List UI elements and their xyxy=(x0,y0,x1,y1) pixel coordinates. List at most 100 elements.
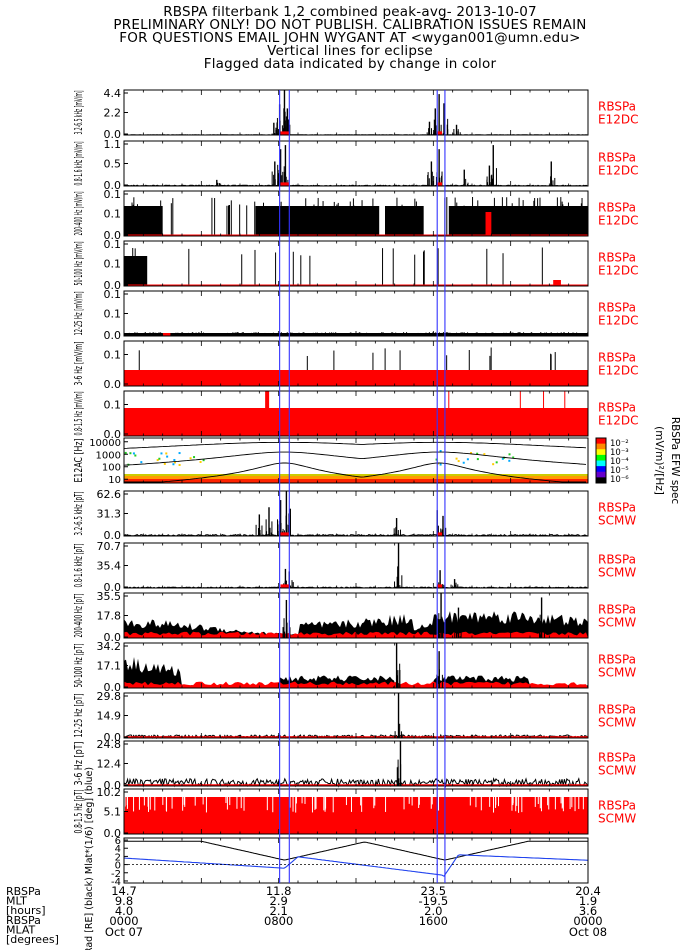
ephemeris-value: 4.0 xyxy=(115,904,133,918)
y-tick-label: 34.2 xyxy=(97,640,122,653)
ephemeris-value: 14.7 xyxy=(111,884,137,898)
colorbar-swatch xyxy=(596,449,606,456)
source-label: E12DC xyxy=(598,364,638,378)
spectrogram-pixel xyxy=(124,451,127,454)
y-tick-label: 35.4 xyxy=(97,560,122,573)
source-label: E12DC xyxy=(598,214,638,228)
spectrogram-pixel xyxy=(476,458,479,461)
flag-mark xyxy=(284,584,290,588)
gyro-frequency-curve xyxy=(123,451,587,466)
y-tick-label: -2 xyxy=(111,869,121,880)
spectrogram-pixel xyxy=(435,458,438,461)
spectrogram-pixel xyxy=(508,459,511,462)
x-tick-label: 0800 xyxy=(264,914,293,928)
spectrogram-pixel xyxy=(512,456,515,459)
y-tick-label: 0.1 xyxy=(104,208,122,221)
y-tick-label: 17.1 xyxy=(97,660,122,673)
y-tick-label: 31.3 xyxy=(97,508,122,521)
y-axis-label: 0.8-1.6 kHz [pT] xyxy=(73,544,85,588)
y-tick-label: 0.0 xyxy=(104,378,122,391)
spectrogram-pixel xyxy=(436,462,439,465)
source-label: RBSPa xyxy=(598,100,636,114)
mlat-line xyxy=(123,854,589,877)
y-axis-label: 0.8-1.6 kHz [mV/m] xyxy=(73,142,85,186)
y-tick-label: 0.0 xyxy=(104,229,122,242)
panel-frame xyxy=(123,490,589,537)
source-label: RBSPa xyxy=(598,751,636,765)
y-tick-label: 0.1 xyxy=(104,188,122,201)
spectrogram-pixel xyxy=(455,457,458,460)
source-label: RBSPa xyxy=(598,401,636,415)
spectrogram-pixel xyxy=(439,450,442,453)
y-tick-label: 0.0 xyxy=(104,128,122,141)
ephemeris-value: 20.4 xyxy=(575,884,601,898)
y-tick-label: 0.0 xyxy=(104,279,122,292)
y-tick-label: 0.0 xyxy=(104,428,122,441)
series-area xyxy=(124,657,588,688)
x-date-label: Oct 08 xyxy=(569,925,607,939)
title-line: PRELIMINARY ONLY! DO NOT PUBLISH. CALIBR… xyxy=(113,17,587,33)
flag-mark xyxy=(280,532,286,536)
y-tick-label: 0.1 xyxy=(104,288,122,301)
y-axis-label: 3-6 Hz [mV/m] xyxy=(73,342,85,386)
source-label: RBSPa xyxy=(598,553,636,567)
y-tick-label: 10000 xyxy=(89,438,121,449)
colorbar-tick: 10⁻⁶ xyxy=(610,475,629,485)
title-line: FOR QUESTIONS EMAIL JOHN WYGANT AT <wyga… xyxy=(119,30,581,46)
flag-mark xyxy=(437,131,443,135)
colorbar-tick: 10⁻⁴ xyxy=(610,457,629,467)
spectrogram-pixel xyxy=(172,463,175,466)
y-tick-label: 0.0 xyxy=(104,329,122,342)
colorbar-title: RBSPa EFW spec xyxy=(669,417,681,505)
y-tick-label: 0.0 xyxy=(104,529,122,542)
title-line: Flagged data indicated by change in colo… xyxy=(203,56,497,72)
y-tick-label: -4 xyxy=(111,877,121,888)
spectrogram-band xyxy=(124,474,588,476)
ephemeris-row-label: [hours] xyxy=(6,904,46,917)
source-label: SCMW xyxy=(598,566,636,580)
ephemeris-row-label: MLAT xyxy=(6,923,36,936)
title-line: Vertical lines for eclipse xyxy=(267,43,433,59)
y-tick-label: 4 xyxy=(115,844,121,855)
y-axis-label: 50-100 Hz [mV/m] xyxy=(73,242,85,286)
spectrogram-pixel xyxy=(166,455,169,458)
spectrogram-pixel xyxy=(466,458,469,461)
x-tick-label: 1600 xyxy=(419,914,448,928)
spectrogram-pixel xyxy=(462,461,465,464)
flag-mark xyxy=(280,182,286,186)
flag-mark xyxy=(280,131,286,135)
flag-mark xyxy=(437,182,443,186)
source-label: RBSPa xyxy=(598,799,636,813)
y-tick-label: 0.1 xyxy=(104,308,122,321)
y-axis-label: 3.2-6.5 kHz [pT] xyxy=(73,492,85,536)
y-tick-label: 0.0 xyxy=(104,681,122,694)
y-tick-label: 62.6 xyxy=(97,488,122,501)
series-area xyxy=(124,611,588,638)
flag-mark xyxy=(284,131,290,135)
colorbar-swatch xyxy=(596,471,606,478)
series-line xyxy=(123,777,588,788)
source-label: RBSPa xyxy=(598,301,636,315)
panel-frame xyxy=(123,837,589,884)
colorbar-frame xyxy=(595,437,607,484)
spectrogram-pixel xyxy=(492,463,495,466)
y-tick-label: 24.8 xyxy=(97,738,122,751)
spectrogram-pixel xyxy=(193,456,196,459)
x-tick-label: 0000 xyxy=(573,914,602,928)
source-label: SCMW xyxy=(598,812,636,826)
y-tick-label: 1.1 xyxy=(104,138,122,151)
y-tick-label: 0.1 xyxy=(104,258,122,271)
source-label: SCMW xyxy=(598,666,636,680)
y-tick-label: 35.5 xyxy=(97,590,122,603)
y-tick-label: 17.8 xyxy=(97,610,122,623)
ephemeris-value: 1.9 xyxy=(579,894,597,908)
y-tick-label: 0 xyxy=(115,861,121,872)
spectrogram-pixel xyxy=(199,460,202,463)
source-label: E12DC xyxy=(598,264,638,278)
y-axis-label: 0.8-1.5 Hz [mV/m] xyxy=(73,392,85,436)
panel-frame xyxy=(123,542,589,589)
spectrogram-pixel xyxy=(174,461,177,464)
source-label: SCMW xyxy=(598,616,636,630)
y-axis-label: E12AC [Hz] xyxy=(73,439,85,483)
y-tick-label: 10 xyxy=(108,475,121,486)
